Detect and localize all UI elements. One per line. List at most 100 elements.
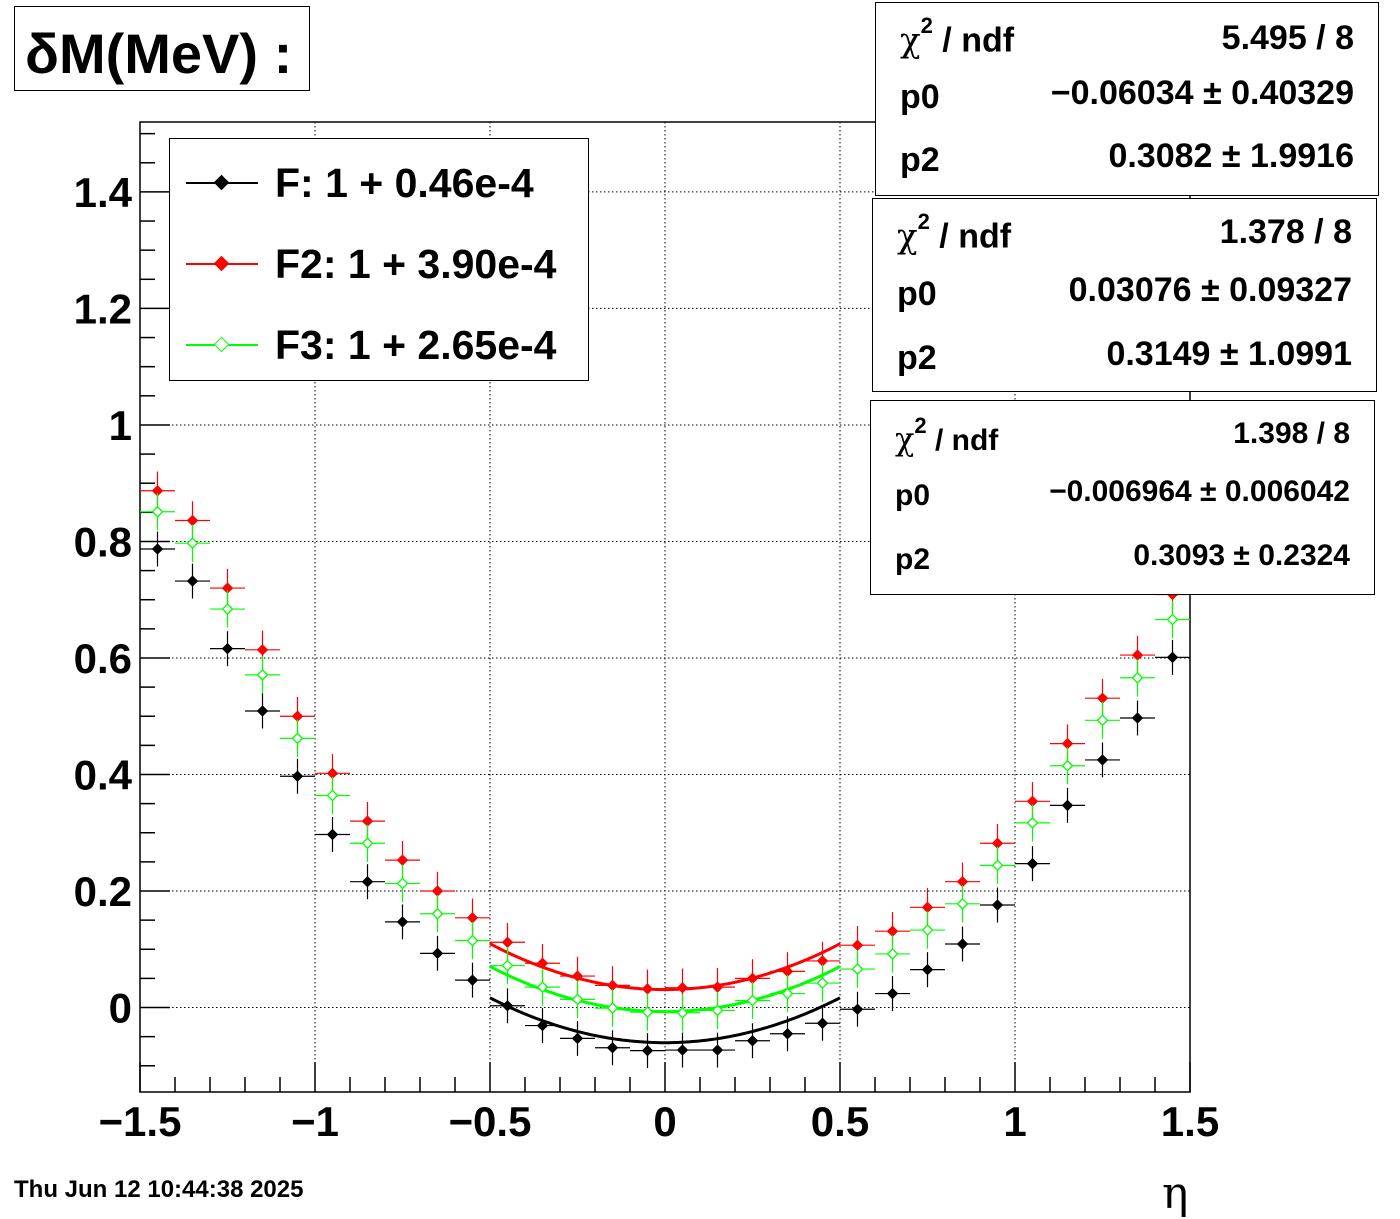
series-3-data-point [816,977,829,989]
stat-chi2-row: χ2 / ndf 5.495 / 8 [900,13,1354,61]
series-3-data-point [781,987,794,1000]
series-3-data-point [291,732,304,745]
stat-chi2-value: 1.378 / 8 [1219,213,1352,251]
legend-entry-f: F: 1 + 0.46e-4 [170,153,588,213]
title-box: δM(MeV) : [14,6,310,91]
series-1-data-point [256,705,269,717]
legend-label-f: F: 1 + 0.46e-4 [275,160,534,206]
series-3-data-point [431,907,444,920]
series-3-data-point [221,603,234,615]
x-tick-label: −1 [291,1098,339,1145]
stat-p0-row: p0 −0.006964 ± 0.006042 [895,475,1350,512]
series-3-data-point [256,668,269,681]
series-1-data-point [781,1028,794,1040]
series-3-data-point [851,963,864,975]
stat-p0-value: −0.006964 ± 0.006042 [1049,475,1350,508]
series-2-data-point [536,957,549,969]
series-1-data-point [326,828,339,841]
stat-chi2-value: 5.495 / 8 [1221,19,1354,57]
series-3-data-point [991,859,1004,872]
series-1-fit-curve [489,996,841,1045]
series-3-data-point [1131,671,1144,684]
timestamp: Thu Jun 12 10:44:38 2025 [14,1176,304,1203]
series-1-data-point [886,987,899,1000]
series-3-data-point [921,924,934,936]
y-tick-label: 1.4 [74,169,133,216]
series-1-data-point [501,1000,514,1012]
series-2-data-point [186,514,199,527]
stat-p0-value: 0.03076 ± 0.09327 [1068,271,1352,309]
series-2-data-point [466,912,479,924]
x-tick-label: −0.5 [449,1098,532,1145]
y-tick-label: 0.8 [74,518,132,565]
series-1-data-point [606,1042,619,1054]
series-2-data-point [396,854,409,866]
legend-label-f2: F2: 1 + 3.90e-4 [275,241,557,287]
series-2-data-point [886,925,899,937]
series-1-data-point [361,875,374,888]
series-1-data-point [711,1044,724,1056]
series-1-data-point [396,916,409,928]
series-3-data-point [746,994,759,1007]
series-1-data-point [221,642,234,655]
legend-entry-f3: F3: 1 + 2.65e-4 [170,315,588,375]
legend: F: 1 + 0.46e-4 F2: 1 + 3.90e-4 F3: 1 + 2… [169,138,589,381]
stat-p0-row: p0 0.03076 ± 0.09327 [897,271,1352,313]
x-tick-label: 0 [653,1098,676,1145]
legend-marker-f3 [213,336,230,353]
series-3-data-point [361,837,374,850]
series-1-data-point [1131,712,1144,724]
series-1-data-point [571,1032,584,1045]
series-2-data-point [641,983,654,995]
stat-p2-value: 0.3149 ± 1.0991 [1106,335,1352,373]
stat-p0-value: −0.06034 ± 0.40329 [1050,74,1354,112]
series-3-data-point [711,1004,724,1017]
series-3-data-point [571,993,584,1006]
y-tick-label: 0.6 [74,635,132,682]
series-2-data-point [606,979,619,992]
legend-entry-f2: F2: 1 + 3.90e-4 [170,234,588,294]
series-3-data-point [606,1002,619,1015]
stat-p2-value: 0.3082 ± 1.9916 [1108,137,1354,175]
x-tick-label: 1 [1003,1098,1026,1145]
y-tick-label: 1 [109,402,132,449]
plot-title: δM(MeV) : [25,22,293,85]
series-2-data-point [256,644,269,656]
fit-stats-box-1: χ2 / ndf 5.495 / 8 p0 −0.06034 ± 0.40329… [875,2,1379,196]
series-2-fit-curve [489,942,841,992]
legend-label-f3: F3: 1 + 2.65e-4 [275,322,557,368]
series-3-data-point [466,934,479,947]
series-3-data-point [536,981,549,994]
series-3-data-point [1061,759,1074,772]
series-1-data-point [641,1044,654,1057]
series-2-data-point [921,901,934,914]
stat-chi2-value: 1.398 / 8 [1233,417,1350,450]
series-1-data-point [991,899,1004,911]
series-1-data-point [921,963,934,976]
series-1-data-point [746,1035,759,1047]
series-1-data-point [431,947,444,960]
series-3-data-point [396,877,409,890]
series-2-data-point [501,936,514,948]
series-3-data-point [326,789,339,802]
series-1-data-point [851,1003,864,1015]
series-3-data-point [1026,816,1039,829]
series-1-data-point [1061,799,1074,812]
series-1-data-point [186,575,199,587]
series-3-data-point [1096,714,1109,727]
fit-stats-box-2: χ2 / ndf 1.378 / 8 p0 0.03076 ± 0.09327 … [872,198,1377,392]
x-tick-label: −1.5 [99,1098,182,1145]
stat-p0-row: p0 −0.06034 ± 0.40329 [900,74,1354,116]
y-tick-label: 0.4 [74,751,133,798]
series-3-data-point [1166,613,1179,626]
series-1-data-point [536,1019,549,1032]
series-3-data-point [501,959,514,972]
stat-p2-value: 0.3093 ± 0.2324 [1133,539,1350,572]
series-1-data-point [956,938,969,950]
x-tick-label: 0.5 [811,1098,869,1145]
stat-p2-row: p2 0.3149 ± 1.0991 [897,335,1352,377]
series-1-data-point [1096,754,1109,766]
series-1-data-point [151,543,164,555]
series-1-data-point [466,974,479,986]
